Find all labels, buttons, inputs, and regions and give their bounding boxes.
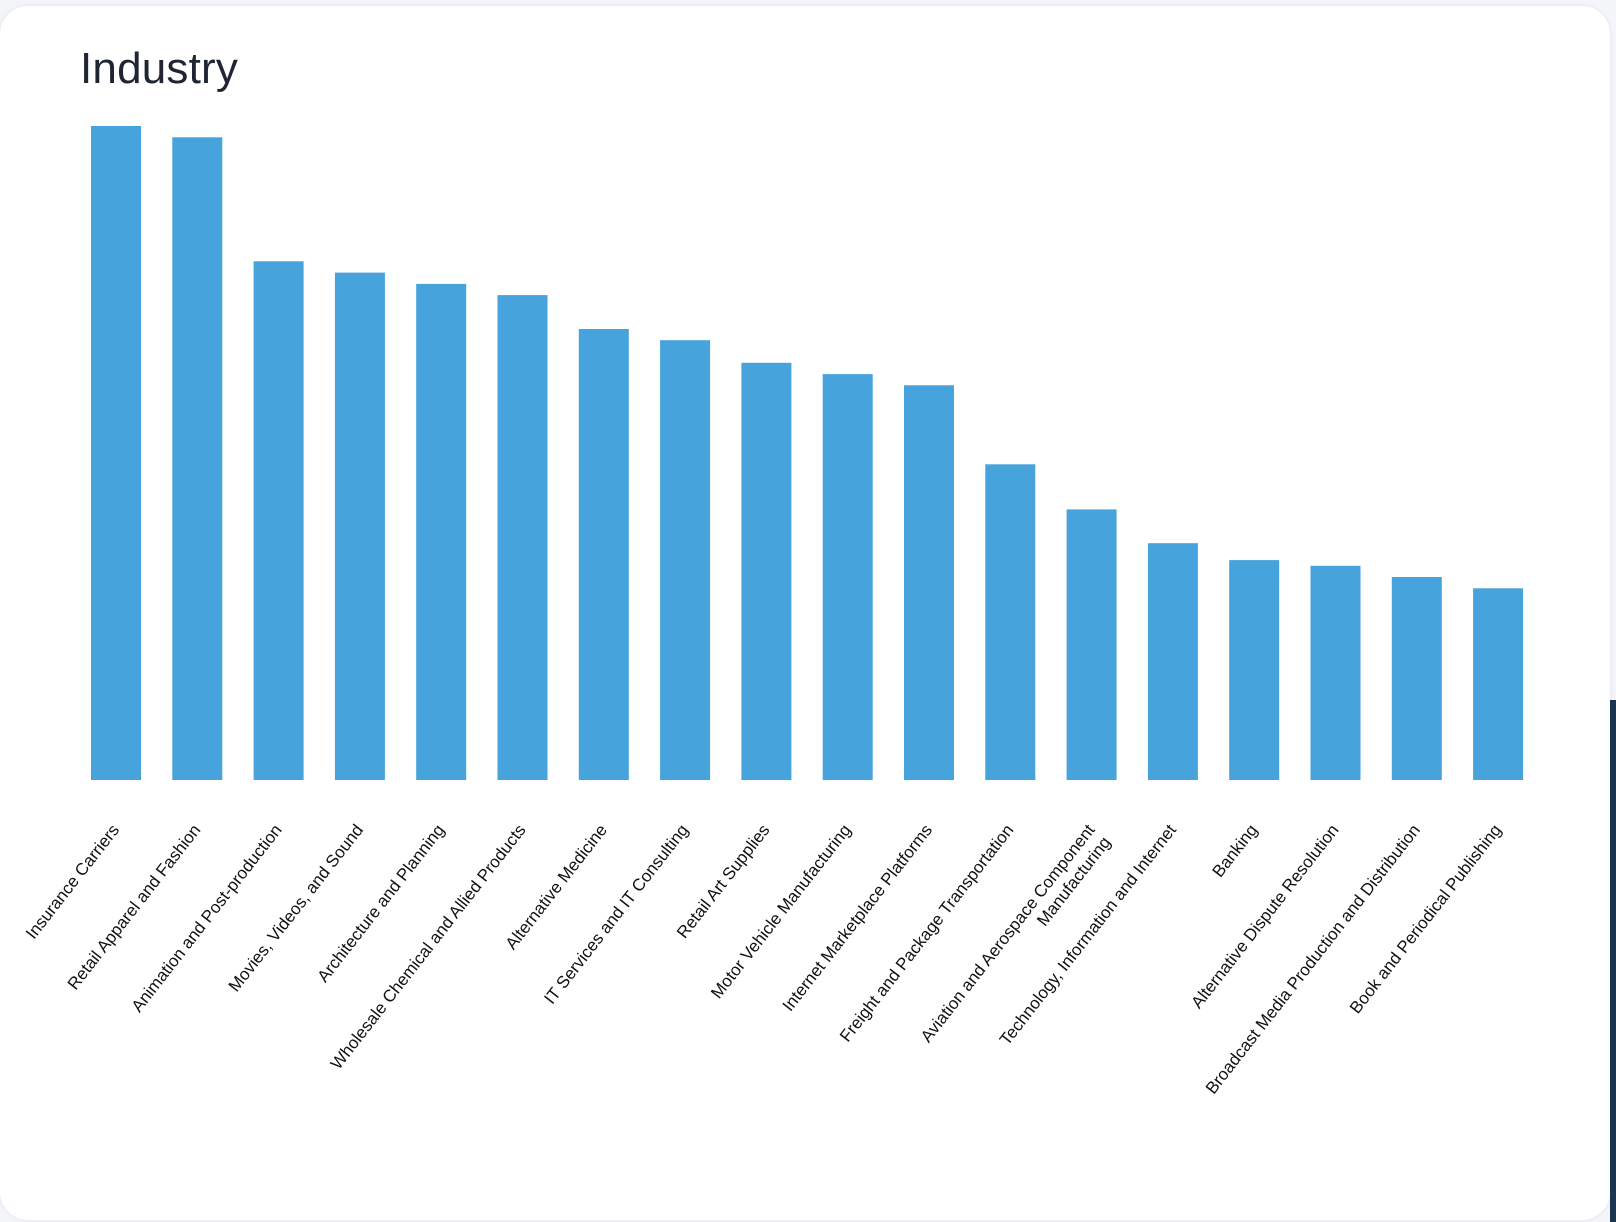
bar-12[interactable] (985, 464, 1036, 780)
x-tick-label: Retail Apparel and Fashion (64, 821, 205, 994)
x-tick-label-line: Aviation and Aerospace Component (917, 821, 1099, 1046)
bar-11[interactable] (904, 385, 954, 780)
bar-16[interactable] (1310, 565, 1361, 780)
x-tick-label-line: Book and Periodical Publishing (1346, 821, 1505, 1017)
bar-18[interactable] (1473, 588, 1524, 780)
x-tick-label: Banking (1209, 821, 1262, 881)
bar-7[interactable] (578, 329, 629, 780)
x-tick-label-line: Movies, Videos, and Sound (225, 821, 367, 996)
bar-10[interactable] (822, 374, 873, 780)
chart-title: Industry (80, 44, 239, 93)
x-tick-label: Freight and Package Transportation (836, 821, 1017, 1046)
x-tick-label: Internet Marketplace Platforms (779, 821, 936, 1015)
chart-card: Industry Insurance Carriers Retail Appare… (0, 6, 1610, 1220)
x-tick-label-line: Alternative Dispute Resolution (1187, 821, 1342, 1012)
x-tick-label-line: Animation and Post-production (128, 821, 286, 1016)
bar-2[interactable] (172, 137, 223, 781)
x-tick-label: IT Services and IT Consulting (540, 821, 692, 1008)
bar-4[interactable] (334, 272, 385, 780)
x-tick-label-line: Internet Marketplace Platforms (779, 821, 936, 1015)
window-edge (1610, 700, 1616, 1222)
x-tick-label: Animation and Post-production (128, 821, 286, 1016)
x-tick-label: Book and Periodical Publishing (1346, 821, 1505, 1017)
x-tick-label-line: Freight and Package Transportation (836, 821, 1017, 1046)
x-tick-label: Alternative Dispute Resolution (1187, 821, 1342, 1012)
bar-14[interactable] (1147, 543, 1198, 780)
bar-9[interactable] (741, 362, 792, 780)
x-tick-label: Movies, Videos, and Sound (225, 821, 367, 996)
x-tick-label-line: IT Services and IT Consulting (540, 821, 692, 1008)
bar-3[interactable] (253, 261, 304, 780)
bar-1[interactable] (91, 126, 141, 780)
bar-6[interactable] (497, 295, 548, 780)
x-tick-label: Motor Vehicle Manufacturing (707, 821, 855, 1002)
bar-15[interactable] (1229, 560, 1280, 780)
x-tick-label-line: Motor Vehicle Manufacturing (707, 821, 855, 1002)
bar-13[interactable] (1066, 509, 1117, 780)
bar-17[interactable] (1391, 577, 1442, 780)
x-tick-label-line: Retail Apparel and Fashion (64, 821, 205, 994)
x-tick-label-line: Banking (1209, 821, 1262, 881)
bar-5[interactable] (416, 283, 467, 780)
bar-8[interactable] (660, 340, 711, 780)
